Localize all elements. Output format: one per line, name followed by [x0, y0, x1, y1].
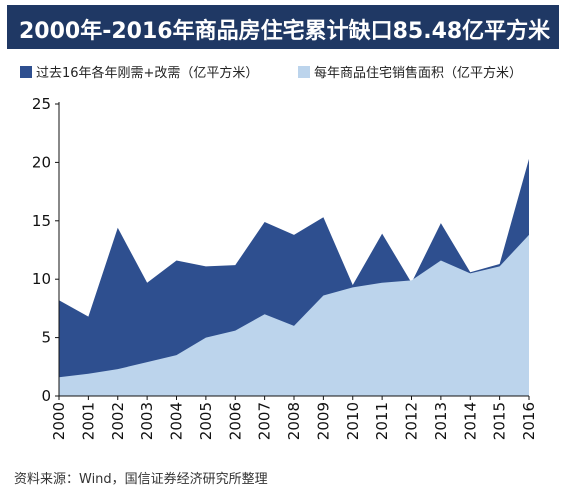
x-tick-label: 2013 [432, 402, 450, 440]
y-tick-label: 5 [41, 329, 51, 347]
legend-swatch-demand [20, 65, 32, 78]
legend-label-demand: 过去16年各年刚需+改需（亿平方米） [36, 66, 259, 81]
x-tick-label: 2003 [138, 402, 156, 440]
legend: 过去16年各年刚需+改需（亿平方米） 每年商品住宅销售面积（亿平方米） [20, 62, 560, 84]
area-series-sales [59, 234, 529, 396]
x-tick-label: 2010 [344, 402, 362, 440]
x-tick-label: 2008 [285, 402, 303, 440]
source-note: 资料来源：Wind，国信证券经济研究所整理 [14, 472, 268, 487]
x-tick-label: 2001 [79, 402, 97, 440]
x-tick-label: 2011 [373, 402, 391, 440]
legend-item-demand: 过去16年各年刚需+改需（亿平方米） [20, 62, 258, 81]
y-tick-label: 10 [32, 270, 51, 288]
y-tick-label: 0 [41, 387, 51, 405]
legend-swatch-sales [298, 65, 310, 78]
x-tick-label: 2002 [109, 402, 127, 440]
legend-item-sales: 每年商品住宅销售面积（亿平方米） [298, 62, 522, 81]
chart-title: 2000年-2016年商品房住宅累计缺口85.48亿平方米 [19, 19, 551, 44]
y-tick-label: 20 [32, 153, 51, 171]
y-tick-label: 15 [32, 212, 51, 230]
x-tick-label: 2015 [491, 402, 509, 440]
y-tick-label: 25 [32, 95, 51, 113]
x-tick-label: 2016 [520, 402, 538, 440]
x-tick-label: 2012 [403, 402, 421, 440]
legend-label-sales: 每年商品住宅销售面积（亿平方米） [314, 66, 523, 81]
x-tick-label: 2009 [314, 402, 332, 440]
x-tick-label: 2007 [256, 402, 274, 440]
x-tick-label: 2006 [226, 402, 244, 440]
x-tick-label: 2000 [50, 402, 68, 440]
x-tick-label: 2005 [197, 402, 215, 440]
title-bar: 2000年-2016年商品房住宅累计缺口85.48亿平方米 [7, 5, 559, 49]
x-tick-label: 2004 [168, 402, 186, 440]
x-tick-label: 2014 [461, 402, 479, 440]
